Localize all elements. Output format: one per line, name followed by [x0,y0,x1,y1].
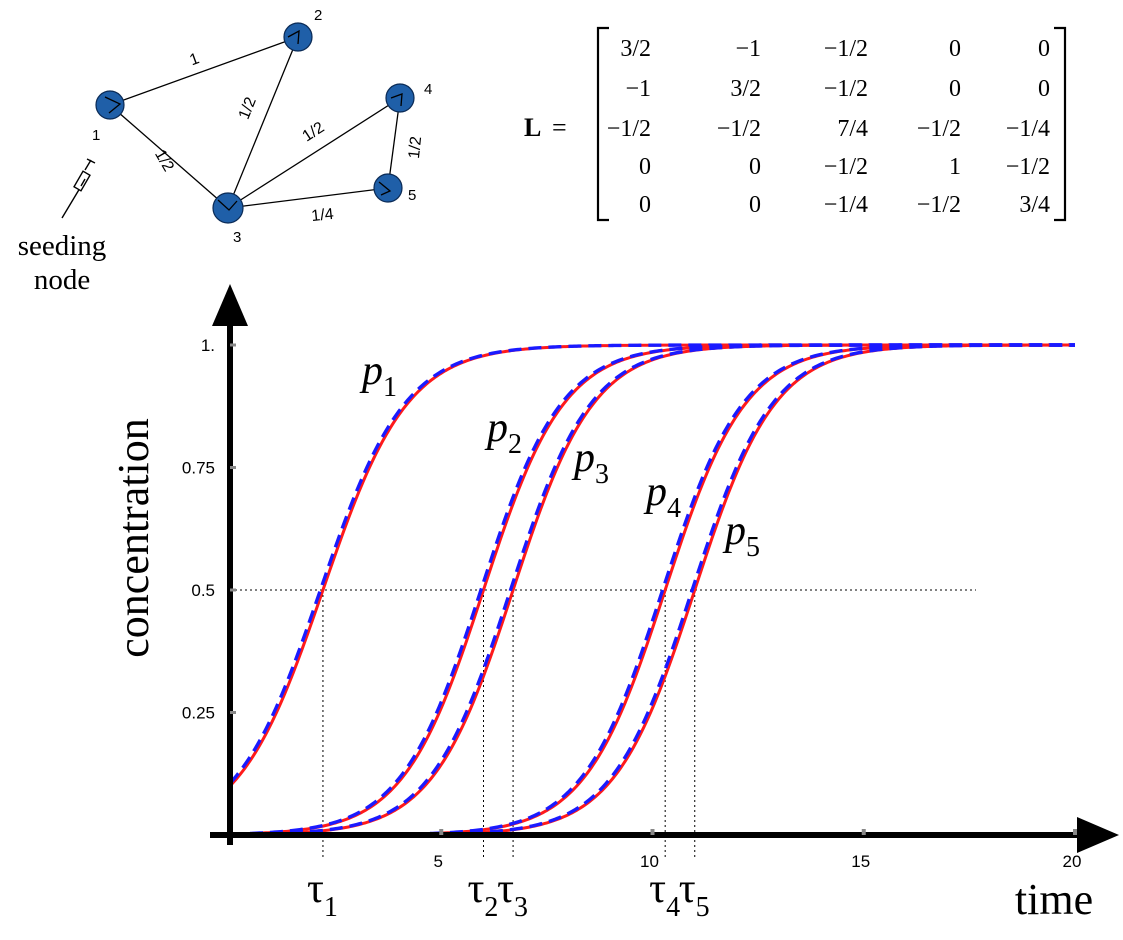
node-label-5: 5 [408,187,416,204]
matrix-cell: −1/2 [917,192,961,218]
y-tick-label: 1. [201,336,215,355]
tau-label: τ1 [307,866,338,923]
matrix-cell: −1/2 [917,116,961,142]
matrix-cell: 3/4 [1019,192,1050,218]
x-axis-arrow [1077,817,1119,853]
y-tick-label: 0.75 [182,459,215,478]
y-tick-label: 0.25 [182,704,215,723]
arrow-head-3 [217,199,238,211]
series-line-dashed-1 [228,343,1075,785]
left-bracket [596,26,609,222]
series-line-solid-1 [228,343,1075,788]
network-diagram: 1 1/2 1/2 1/2 1/2 1/4 1 2 3 4 5 [18,7,433,296]
matrix-cell: 3/2 [620,36,651,62]
matrix-cell: −1/2 [824,36,868,62]
node-4 [385,83,415,113]
matrix-cell: −1/4 [1006,116,1050,142]
node-3 [212,192,244,224]
right-bracket [1054,26,1067,222]
tau-label: τ3 [497,866,528,923]
network-nodes [95,22,415,224]
series-label: p5 [722,508,760,563]
arrow-head-2 [287,29,300,45]
series-labels: p1 p2 p3 p4 p5 [359,348,760,563]
matrix-cell: 0 [1038,36,1050,62]
matrix-name: L [524,113,541,142]
tau-label: τ2 [468,866,499,923]
edge-label-1-3: 1/2 [151,147,177,175]
edge-label-3-5: 1/4 [311,206,335,225]
network-edges [109,36,401,209]
node-label-4: 4 [424,81,432,98]
matrix-cell: 1 [949,154,961,180]
edge-1-3 [109,104,229,209]
node-1 [95,90,125,120]
matrix-cell: −1/2 [1006,154,1050,180]
syringe-icon [61,158,96,219]
x-tick-label: 10 [640,852,659,871]
matrix-cell: 0 [1038,76,1050,102]
matrix-cell: 0 [639,192,651,218]
matrix-cell: −1/2 [717,116,761,142]
series-label: p3 [571,435,609,490]
edge-label-4-5: 1/2 [406,135,425,159]
threshold-guides [230,589,976,860]
y-axis-arrow [212,284,248,326]
node-label-2: 2 [314,7,322,24]
x-ticks: 5 10 15 20 [434,829,1082,871]
matrix-cell: 3/2 [730,76,761,102]
matrix-cell: 0 [749,154,761,180]
edge-label-3-4: 1/2 [300,119,328,145]
node-5 [373,173,403,203]
x-tick-label: 5 [434,852,443,871]
edge-4-5 [387,97,401,189]
edge-2-3 [227,36,299,209]
y-ticks: 0.25 0.5 0.75 1. [182,336,236,723]
series-label: p2 [484,405,522,460]
y-axis-label: concentration [109,418,158,657]
laplacian-matrix: L = 3/2 −1 −1/2 0 0 −1 3/2 −1/2 0 0 −1/2 −1/2 7/4 −1/… [524,26,1067,222]
series-label: p1 [359,348,397,403]
edge-label-1-2: 1 [187,50,201,69]
y-tick-label: 0.5 [191,581,215,600]
matrix-cell: −1/2 [607,116,651,142]
matrix-cell: −1 [625,76,651,102]
x-tick-label: 20 [1063,852,1082,871]
matrix-equals: = [552,113,567,142]
matrix-cell: 0 [949,76,961,102]
matrix-cell: −1/2 [824,76,868,102]
edge-label-2-3: 1/2 [236,95,260,122]
node-label-1: 1 [92,127,100,144]
axes [210,284,1119,853]
seeding-label-node: node [34,264,90,296]
arrow-head-5 [378,181,392,196]
node-label-3: 3 [233,229,241,246]
edge-3-4 [227,97,401,209]
matrix-cell: 0 [749,192,761,218]
arrow-head-4 [390,93,403,107]
x-tick-label: 15 [851,852,870,871]
tau-label: τ4 [649,866,680,923]
series-label: p4 [643,469,681,524]
matrix-cell: 0 [639,154,651,180]
matrix-cell: −1/2 [824,154,868,180]
matrix-cell: −1/4 [824,192,868,218]
x-axis-label: time [1015,875,1093,924]
matrix-cell: 7/4 [837,116,868,142]
tau-label: τ5 [679,866,710,923]
seeding-label: seeding [18,230,107,262]
arrow-head-1 [104,96,122,114]
edge-1-2 [109,36,299,106]
matrix-cell: −1 [735,36,761,62]
matrix-brackets [596,26,1067,222]
matrix-cell: 0 [949,36,961,62]
edge-3-5 [227,187,389,209]
